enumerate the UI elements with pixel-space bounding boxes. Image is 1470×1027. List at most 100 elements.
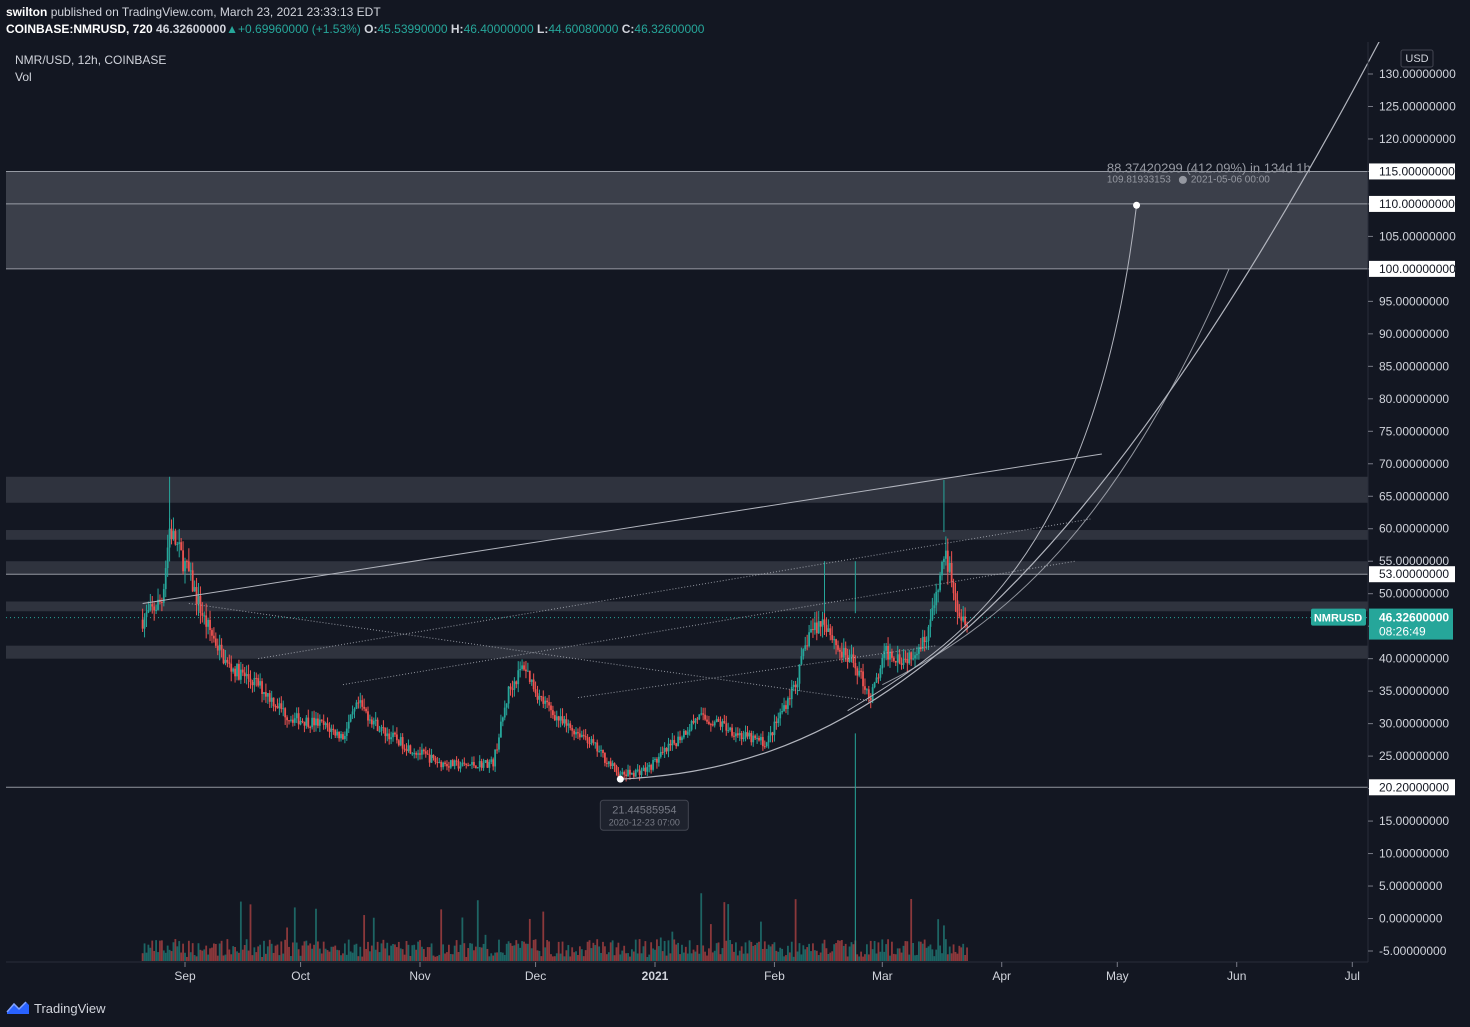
candle-183 <box>494 749 497 772</box>
candle-body <box>141 619 144 629</box>
candle-54 <box>245 665 248 685</box>
price-chart[interactable]: 88.37420299 (412.09%) in 134d 1h109.8193… <box>0 42 1470 990</box>
candle-body <box>916 653 918 656</box>
candle-409 <box>929 609 932 638</box>
candle-body <box>239 669 242 680</box>
y-tick-label-18: 40.00000000 <box>1379 652 1449 666</box>
candle-158 <box>446 760 448 771</box>
candle-body <box>917 647 920 654</box>
drawings-layer <box>142 42 1380 783</box>
volume-bar-158 <box>446 952 448 961</box>
volume-bar-268 <box>657 946 660 961</box>
candle-78 <box>291 714 294 727</box>
candle-403 <box>917 643 920 660</box>
candle-body <box>729 727 732 731</box>
candle-body <box>761 737 764 747</box>
candle-body <box>892 657 895 661</box>
volume-bar-111 <box>355 943 358 961</box>
volume-bar-210 <box>546 940 549 961</box>
candle-body <box>351 711 354 715</box>
candle-body <box>397 740 400 746</box>
candle-87 <box>309 725 312 733</box>
volume-bar-121 <box>374 949 377 961</box>
legend-pair[interactable]: NMR/USD, 12h, COINBASE <box>15 53 166 67</box>
candle-39 <box>216 638 219 656</box>
candle-164 <box>457 758 460 772</box>
candle-body <box>386 733 389 737</box>
candle-body <box>320 719 323 721</box>
candle-body <box>775 721 778 724</box>
candle-body <box>540 695 543 697</box>
published-text: published on TradingView.com, March 23, … <box>50 5 381 19</box>
volume-bar-337 <box>790 941 793 961</box>
candle-162 <box>453 759 456 770</box>
time-axis[interactable]: Sep Oct Nov Dec 2021 Feb Mar Apr May Jun Jul <box>174 962 1360 983</box>
symbol-label[interactable]: COINBASE:NMRUSD, 720 <box>6 22 153 36</box>
y-tick-label-21: 25.00000000 <box>1379 749 1449 763</box>
author-name[interactable]: swilton <box>6 5 48 19</box>
candle-104 <box>342 731 344 740</box>
candle-body <box>629 769 631 775</box>
candle-82 <box>299 717 302 726</box>
volume-bar-385 <box>883 951 886 961</box>
candle-body <box>688 729 691 732</box>
candle-body <box>401 737 404 749</box>
volume-bar-288 <box>696 945 699 961</box>
candle-74 <box>284 707 287 725</box>
volume-bar-202 <box>530 948 533 961</box>
candle-body <box>925 640 928 643</box>
candle-206 <box>538 689 541 706</box>
volume-bar-132 <box>395 947 398 961</box>
volume-bar-222 <box>569 956 572 961</box>
candle-body <box>661 751 664 753</box>
tradingview-logo-icon[interactable] <box>6 999 30 1015</box>
candle-213 <box>552 705 554 719</box>
candle-body <box>180 542 183 551</box>
candle-51 <box>239 662 242 684</box>
y-tick-label-0: 130.00000000 <box>1379 67 1456 81</box>
volume-bar-282 <box>684 946 687 961</box>
volume-bar-428 <box>966 947 968 961</box>
volume-bar-97 <box>328 951 331 961</box>
candle-body <box>779 712 782 719</box>
candle-body <box>199 595 202 614</box>
y-tick-label-25: 5.00000000 <box>1379 879 1443 893</box>
candle-body <box>500 721 502 738</box>
candle-366 <box>846 648 849 669</box>
candle-body <box>669 743 672 746</box>
high-label: H: <box>450 22 464 36</box>
volume-bar-312 <box>742 953 745 961</box>
volume-bar-133 <box>397 941 400 961</box>
volume-bar-44 <box>226 939 229 961</box>
candle-333 <box>783 697 785 712</box>
candle-377 <box>867 685 870 703</box>
candle-body <box>889 651 891 660</box>
candle-415 <box>941 560 943 581</box>
legend-volume[interactable]: Vol <box>15 70 32 84</box>
candle-body <box>278 703 281 709</box>
candle-body <box>748 733 751 737</box>
price-label-2: 100.00000000 <box>1369 260 1456 277</box>
candle-body <box>436 761 439 763</box>
currency-badge[interactable]: USD <box>1400 49 1434 68</box>
tradingview-brand[interactable]: TradingView <box>34 1001 106 1016</box>
candle-body <box>742 737 745 740</box>
candle-112 <box>357 696 360 709</box>
candle-408 <box>927 624 930 651</box>
volume-bar-181 <box>490 953 493 961</box>
candle-body <box>850 654 853 658</box>
candle-272 <box>665 747 668 755</box>
volume-bar-29 <box>197 943 200 961</box>
candle-201 <box>528 670 531 685</box>
candle-body <box>617 772 620 777</box>
candle-60 <box>257 674 260 688</box>
candle-17 <box>174 528 177 546</box>
candle-141 <box>413 748 416 759</box>
candle-body <box>395 734 398 741</box>
volume-bar-150 <box>430 943 433 961</box>
candle-body <box>249 678 252 683</box>
candle-body <box>507 686 510 704</box>
candle-body <box>821 619 824 627</box>
candle-body <box>417 753 419 755</box>
candle-326 <box>769 725 772 743</box>
